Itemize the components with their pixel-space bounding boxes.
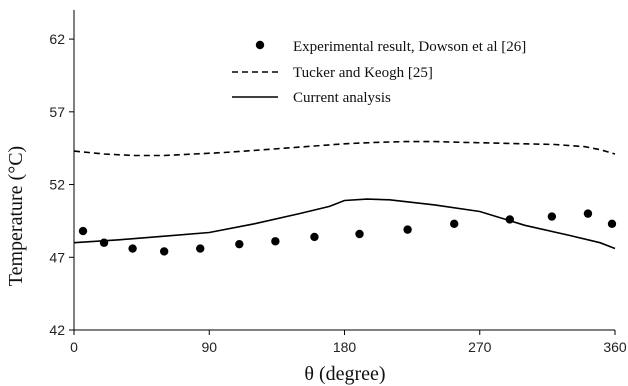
- legend-label-current: Current analysis: [293, 90, 391, 106]
- legend: Experimental result, Dowson et al [26] T…: [232, 39, 526, 106]
- y-axis-title: Temperature (°C): [5, 146, 27, 286]
- tucker-keogh-line: [73, 140, 616, 157]
- experimental-point: [583, 209, 593, 218]
- legend-label-tucker: Tucker and Keogh [25]: [293, 65, 433, 81]
- experimental-point: [271, 237, 280, 246]
- y-tick-label: 52: [49, 177, 65, 193]
- legend-marker-experimental: [255, 40, 265, 50]
- legend-label-experimental: Experimental result, Dowson et al [26]: [293, 39, 526, 55]
- experimental-point: [196, 244, 205, 253]
- experimental-point: [128, 244, 137, 253]
- experimental-point: [159, 247, 169, 256]
- experimental-point: [235, 239, 244, 249]
- y-tick-label: 47: [49, 249, 65, 265]
- ticks-layer: 42 47 52 57 62 0 90 180 270 360: [49, 31, 626, 355]
- x-tick-label: 180: [333, 339, 357, 355]
- x-tick-label: 270: [468, 339, 492, 355]
- experimental-point: [78, 226, 88, 236]
- x-tick-label: 360: [603, 339, 627, 355]
- experimental-point: [547, 212, 557, 221]
- y-tick-label: 42: [49, 322, 65, 338]
- experimental-point: [403, 225, 412, 234]
- x-axis-title: θ (degree): [304, 363, 385, 385]
- x-tick-label: 0: [70, 339, 78, 355]
- plot-frame: [73, 10, 615, 331]
- current-analysis-line: [73, 198, 616, 250]
- experimental-point: [607, 219, 617, 229]
- x-tick-label: 90: [201, 339, 217, 355]
- experimental-point: [310, 232, 319, 242]
- y-tick-label: 57: [49, 104, 65, 120]
- series-layer: [73, 140, 617, 256]
- y-tick-label: 62: [49, 31, 65, 47]
- experimental-point: [355, 229, 364, 239]
- experimental-point: [450, 219, 459, 229]
